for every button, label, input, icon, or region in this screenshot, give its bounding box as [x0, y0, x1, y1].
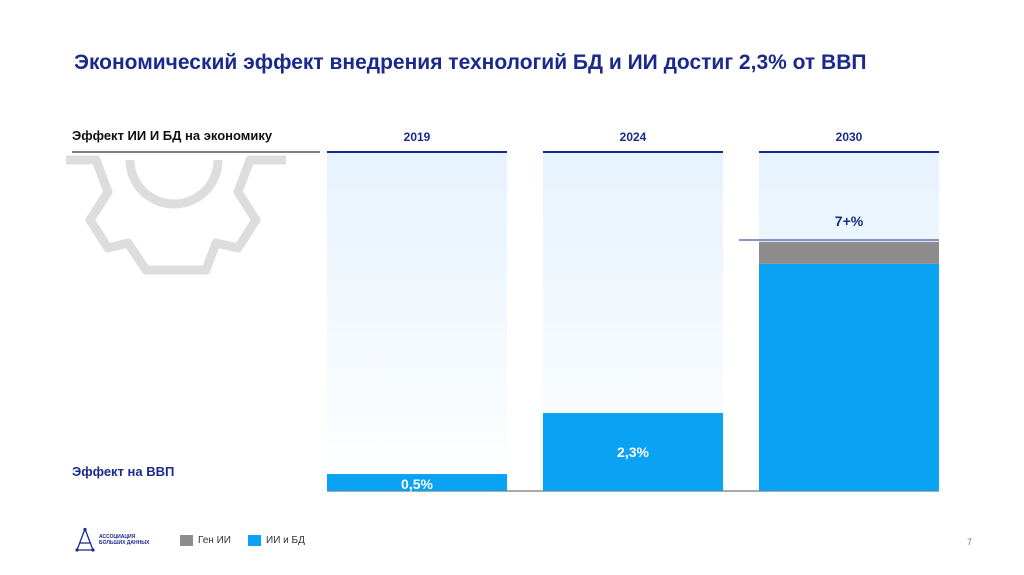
year-label-2019: 2019 [403, 130, 431, 144]
data-label-2024: 2,3% [617, 444, 649, 460]
bar-gen-ai-2030 [759, 241, 939, 264]
logo-icon [75, 527, 95, 552]
legend-item-ai-bd: ИИ и БД [248, 535, 305, 546]
column-bg-2019 [327, 152, 507, 491]
gear-icon [66, 155, 286, 275]
legend-swatch-gen-ai [180, 535, 193, 546]
data-label-2019: 0,5% [401, 476, 433, 492]
year-label-2024: 2024 [619, 130, 647, 144]
legend-label-ai-bd: ИИ и БД [266, 535, 305, 546]
legend-label-gen-ai: Ген ИИ [198, 535, 231, 546]
page-number: 7 [966, 537, 972, 547]
bar-ai-bd-2030 [759, 263, 939, 491]
legend-item-gen-ai: Ген ИИ [180, 535, 231, 546]
logo-text: Ассоциация больших данных [99, 534, 150, 546]
legend-swatch-ai-bd [248, 535, 261, 546]
logo: Ассоциация больших данных [74, 527, 149, 553]
page-title: Экономический эффект внедрения технологи… [74, 51, 867, 74]
bar-ai-bd-2019 [327, 474, 507, 491]
row-label-economy-effect: Эффект ИИ И БД на экономику [72, 128, 273, 143]
data-label-2030: 7+% [835, 213, 864, 229]
year-label-2030: 2030 [835, 130, 863, 144]
bar-ai-bd-2024 [543, 413, 723, 491]
row-label-gdp-effect: Эффект на ВВП [72, 464, 175, 479]
